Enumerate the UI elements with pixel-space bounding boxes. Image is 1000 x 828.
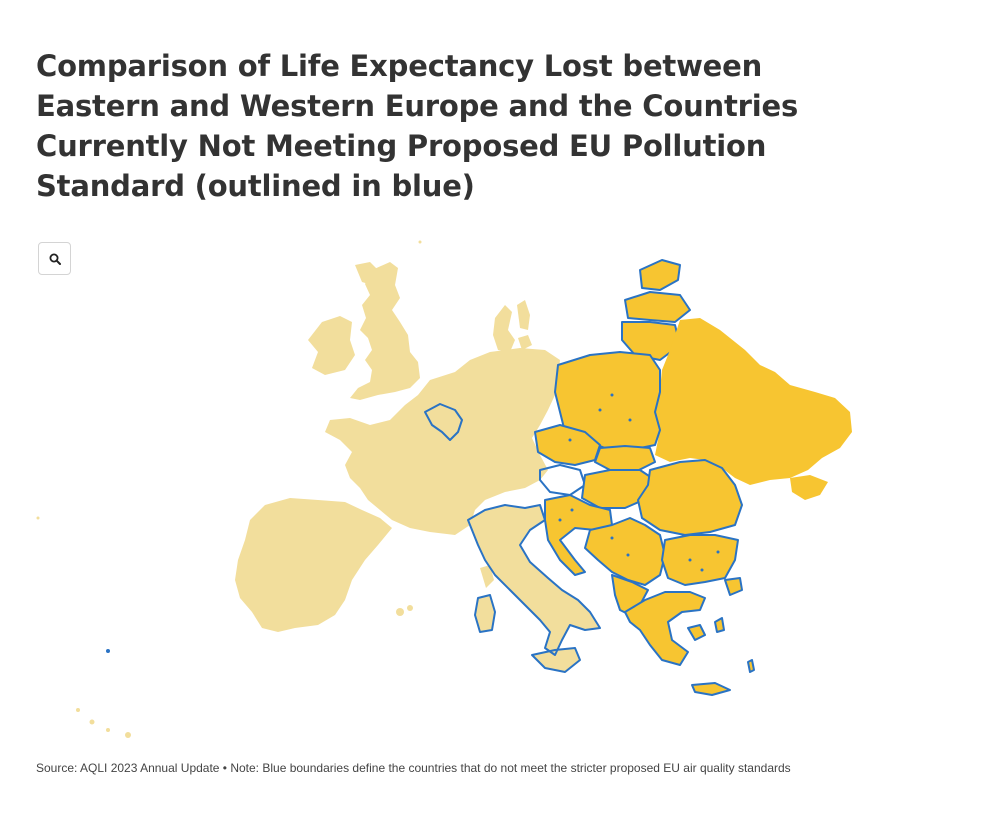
country-group-serbia-bosnia[interactable]	[584, 517, 666, 586]
chart-title: Comparison of Life Expectancy Lost betwe…	[36, 49, 799, 203]
country-slovakia[interactable]	[594, 445, 656, 473]
country-estonia[interactable]	[639, 259, 681, 291]
country-romania[interactable]	[637, 459, 743, 536]
country-poland[interactable]	[554, 351, 661, 451]
island-sardinia[interactable]	[475, 595, 495, 632]
zoom-button[interactable]	[38, 242, 71, 275]
country-sweden-fragment[interactable]	[517, 300, 530, 330]
island-corsica[interactable]	[480, 565, 494, 588]
country-ireland[interactable]	[308, 316, 355, 375]
country-bulgaria[interactable]	[661, 534, 739, 586]
country-denmark[interactable]	[493, 305, 515, 352]
country-italy[interactable]	[468, 505, 600, 655]
country-united-kingdom[interactable]	[350, 262, 420, 400]
country-latvia[interactable]	[624, 291, 691, 323]
italy-outline	[467, 504, 601, 656]
map-detail-spots	[106, 393, 720, 653]
source-note: Source: AQLI 2023 Annual Update • Note: …	[36, 761, 791, 775]
europe-map	[36, 240, 852, 738]
country-belgium[interactable]	[424, 403, 463, 441]
search-icon	[49, 253, 61, 265]
country-group-france-germany[interactable]	[325, 348, 560, 535]
country-group-iberia[interactable]	[235, 498, 392, 632]
country-greece[interactable]	[624, 591, 706, 666]
eastern-europe-region	[534, 259, 852, 696]
western-europe-region	[36, 240, 600, 738]
country-croatia[interactable]	[544, 494, 613, 576]
country-group-belarus-ukraine[interactable]	[655, 318, 852, 485]
